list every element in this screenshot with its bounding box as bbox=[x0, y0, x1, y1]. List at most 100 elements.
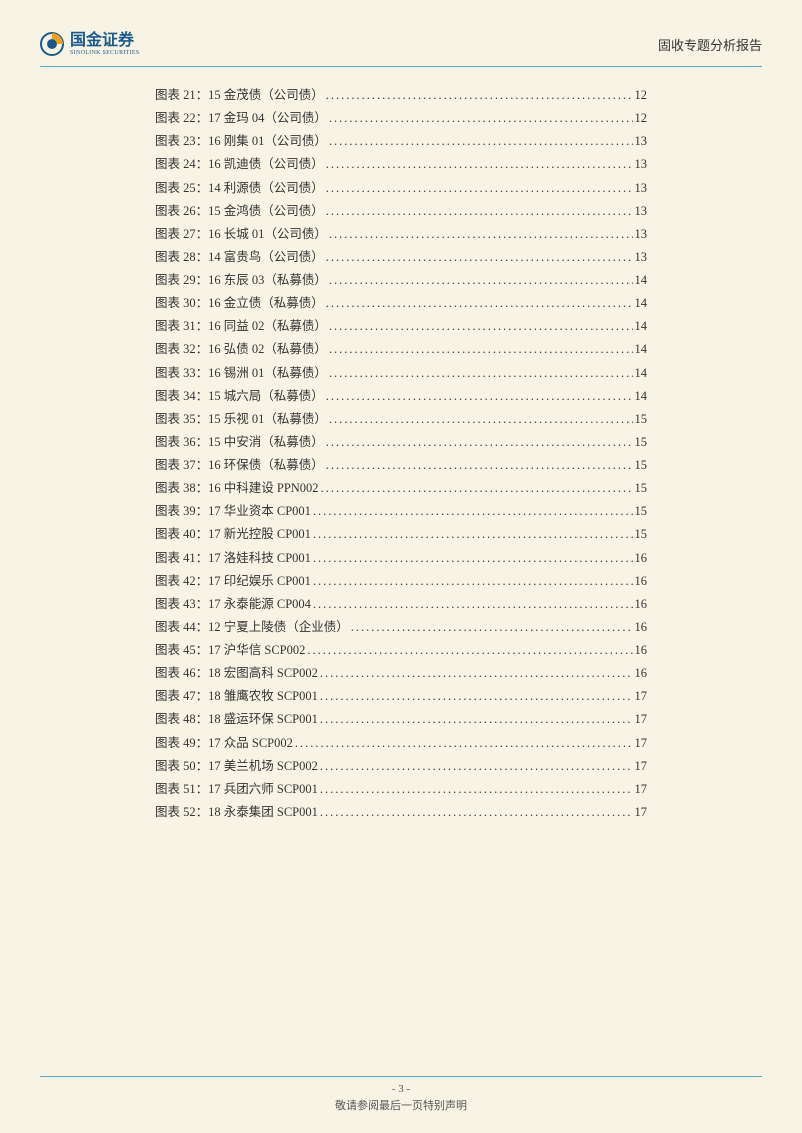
toc-entry-page: 13 bbox=[635, 153, 648, 176]
toc-leader-dots bbox=[329, 269, 633, 292]
toc-entry-label: 图表 37：16 环保债（私募债） bbox=[155, 454, 324, 477]
toc-leader-dots bbox=[320, 708, 633, 731]
toc-leader-dots bbox=[295, 732, 633, 755]
toc-entry: 图表 31：16 同益 02（私募债） 14 bbox=[155, 315, 647, 338]
toc-entry-page: 13 bbox=[635, 130, 648, 153]
toc-entry-label: 图表 47：18 雏鹰农牧 SCP001 bbox=[155, 685, 318, 708]
toc-entry-label: 图表 48：18 盛运环保 SCP001 bbox=[155, 708, 318, 731]
toc-leader-dots bbox=[326, 454, 633, 477]
toc-entry-page: 16 bbox=[635, 547, 648, 570]
toc-leader-dots bbox=[320, 662, 633, 685]
toc-entry: 图表 39：17 华业资本 CP001 15 bbox=[155, 500, 647, 523]
report-category-title: 固收专题分析报告 bbox=[658, 35, 762, 54]
toc-entry-page: 12 bbox=[635, 107, 648, 130]
page-footer: - 3 - 敬请参阅最后一页特别声明 bbox=[40, 1076, 762, 1113]
toc-entry-page: 13 bbox=[635, 223, 648, 246]
toc-entry-page: 16 bbox=[635, 662, 648, 685]
toc-entry-page: 15 bbox=[635, 500, 648, 523]
toc-leader-dots bbox=[326, 153, 633, 176]
toc-entry: 图表 41：17 洛娃科技 CP001 16 bbox=[155, 547, 647, 570]
toc-entry-page: 14 bbox=[635, 315, 648, 338]
toc-entry: 图表 33：16 锡洲 01（私募债） 14 bbox=[155, 362, 647, 385]
toc-leader-dots bbox=[321, 477, 633, 500]
toc-leader-dots bbox=[326, 385, 633, 408]
toc-leader-dots bbox=[329, 223, 633, 246]
footer-notice: 敬请参阅最后一页特别声明 bbox=[40, 1097, 762, 1113]
toc-entry-page: 13 bbox=[635, 177, 648, 200]
toc-entry: 图表 24：16 凯迪债（公司债） 13 bbox=[155, 153, 647, 176]
toc-entry-page: 16 bbox=[635, 570, 648, 593]
toc-entry-label: 图表 42：17 印纪娱乐 CP001 bbox=[155, 570, 311, 593]
page-header: 国金证券 SINOLINK SECURITIES 固收专题分析报告 bbox=[40, 32, 762, 67]
toc-leader-dots bbox=[313, 547, 633, 570]
toc-entry: 图表 46：18 宏图高科 SCP002 16 bbox=[155, 662, 647, 685]
toc-leader-dots bbox=[351, 616, 633, 639]
toc-entry-label: 图表 30：16 金立债（私募债） bbox=[155, 292, 324, 315]
toc-entry-label: 图表 22：17 金玛 04（公司债） bbox=[155, 107, 327, 130]
toc-entry-page: 17 bbox=[635, 755, 648, 778]
toc-leader-dots bbox=[326, 292, 633, 315]
toc-entry-page: 16 bbox=[635, 593, 648, 616]
toc-entry-label: 图表 25：14 利源债（公司债） bbox=[155, 177, 324, 200]
toc-entry: 图表 28：14 富贵鸟（公司债） 13 bbox=[155, 246, 647, 269]
toc-entry-label: 图表 31：16 同益 02（私募债） bbox=[155, 315, 327, 338]
toc-leader-dots bbox=[320, 685, 633, 708]
toc-entry: 图表 22：17 金玛 04（公司债） 12 bbox=[155, 107, 647, 130]
sinolink-logo-icon bbox=[40, 32, 64, 56]
toc-entry-label: 图表 33：16 锡洲 01（私募债） bbox=[155, 362, 327, 385]
toc-entry: 图表 45：17 沪华信 SCP002 16 bbox=[155, 639, 647, 662]
toc-leader-dots bbox=[329, 338, 633, 361]
toc-leader-dots bbox=[329, 315, 633, 338]
toc-entry: 图表 36：15 中安消（私募债） 15 bbox=[155, 431, 647, 454]
toc-entry-label: 图表 50：17 美兰机场 SCP002 bbox=[155, 755, 318, 778]
toc-entry: 图表 21：15 金茂债（公司债） 12 bbox=[155, 84, 647, 107]
toc-entry-page: 14 bbox=[635, 292, 648, 315]
toc-entry: 图表 27：16 长城 01（公司债） 13 bbox=[155, 223, 647, 246]
toc-entry-page: 17 bbox=[635, 708, 648, 731]
toc-entry-label: 图表 40：17 新光控股 CP001 bbox=[155, 523, 311, 546]
toc-entry: 图表 43：17 永泰能源 CP004 16 bbox=[155, 593, 647, 616]
toc-leader-dots bbox=[326, 84, 633, 107]
toc-leader-dots bbox=[313, 570, 633, 593]
toc-entry-page: 17 bbox=[635, 801, 648, 824]
toc-entry-label: 图表 49：17 众品 SCP002 bbox=[155, 732, 293, 755]
toc-leader-dots bbox=[320, 755, 633, 778]
toc-entry: 图表 44：12 宁夏上陵债（企业债） 16 bbox=[155, 616, 647, 639]
toc-leader-dots bbox=[313, 500, 633, 523]
toc-leader-dots bbox=[320, 778, 633, 801]
toc-entry-page: 16 bbox=[635, 616, 648, 639]
toc-entry-page: 12 bbox=[635, 84, 648, 107]
toc-entry-page: 14 bbox=[635, 385, 648, 408]
toc-entry: 图表 47：18 雏鹰农牧 SCP001 17 bbox=[155, 685, 647, 708]
table-of-contents: 图表 21：15 金茂债（公司债） 12图表 22：17 金玛 04（公司债） … bbox=[155, 84, 647, 824]
toc-entry: 图表 42：17 印纪娱乐 CP001 16 bbox=[155, 570, 647, 593]
toc-entry: 图表 37：16 环保债（私募债） 15 bbox=[155, 454, 647, 477]
toc-entry-page: 15 bbox=[635, 477, 648, 500]
toc-entry: 图表 49：17 众品 SCP002 17 bbox=[155, 732, 647, 755]
toc-entry: 图表 38：16 中科建设 PPN002 15 bbox=[155, 477, 647, 500]
toc-entry-label: 图表 26：15 金鸿债（公司债） bbox=[155, 200, 324, 223]
toc-leader-dots bbox=[320, 801, 633, 824]
toc-entry: 图表 26：15 金鸿债（公司债） 13 bbox=[155, 200, 647, 223]
toc-entry: 图表 25：14 利源债（公司债） 13 bbox=[155, 177, 647, 200]
toc-entry-page: 15 bbox=[635, 431, 648, 454]
toc-leader-dots bbox=[307, 639, 632, 662]
toc-entry-label: 图表 24：16 凯迪债（公司债） bbox=[155, 153, 324, 176]
brand-logo: 国金证券 SINOLINK SECURITIES bbox=[40, 32, 140, 56]
toc-entry: 图表 34：15 城六局（私募债） 14 bbox=[155, 385, 647, 408]
toc-entry-page: 14 bbox=[635, 269, 648, 292]
toc-entry-label: 图表 32：16 弘债 02（私募债） bbox=[155, 338, 327, 361]
toc-entry: 图表 40：17 新光控股 CP001 15 bbox=[155, 523, 647, 546]
toc-entry-label: 图表 34：15 城六局（私募债） bbox=[155, 385, 324, 408]
toc-entry-label: 图表 45：17 沪华信 SCP002 bbox=[155, 639, 305, 662]
toc-entry-label: 图表 28：14 富贵鸟（公司债） bbox=[155, 246, 324, 269]
toc-entry-page: 15 bbox=[635, 454, 648, 477]
toc-leader-dots bbox=[329, 107, 633, 130]
toc-entry-label: 图表 23：16 刚集 01（公司债） bbox=[155, 130, 327, 153]
toc-entry-page: 15 bbox=[635, 408, 648, 431]
toc-entry-label: 图表 27：16 长城 01（公司债） bbox=[155, 223, 327, 246]
toc-entry: 图表 48：18 盛运环保 SCP001 17 bbox=[155, 708, 647, 731]
toc-entry-page: 17 bbox=[635, 732, 648, 755]
toc-leader-dots bbox=[326, 246, 633, 269]
toc-entry-label: 图表 46：18 宏图高科 SCP002 bbox=[155, 662, 318, 685]
